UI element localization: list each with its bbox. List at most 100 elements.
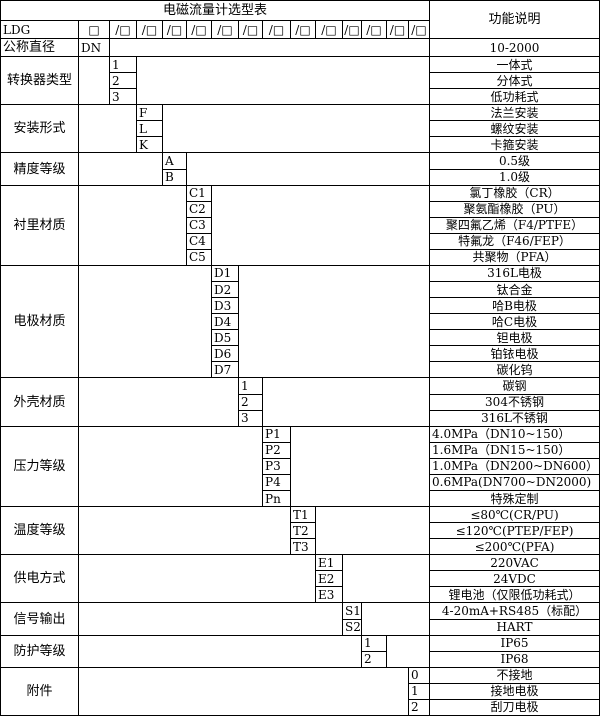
option-description: 4-20mA+RS485（标配） [430, 603, 600, 620]
model-slot-box: /□ [239, 21, 263, 39]
option-code: C5 [187, 249, 212, 266]
blank-area [79, 555, 316, 604]
option-code: A [163, 153, 187, 170]
blank-area [79, 105, 137, 154]
option-description: 一体式 [430, 57, 600, 74]
option-code: Pn [263, 490, 291, 508]
section-label: 电极材质 [0, 265, 79, 379]
option-description: ≤120℃(PTEP/FEP) [430, 523, 600, 540]
option-code: P3 [263, 458, 291, 475]
option-code: P2 [263, 442, 291, 459]
nominal-diameter-description: 10-2000 [430, 39, 600, 57]
nominal-diameter-code: DN [79, 39, 110, 57]
option-code: S2 [343, 619, 362, 636]
option-code: 3 [110, 89, 137, 106]
section-label: 防护等级 [0, 635, 79, 668]
option-code: 3 [239, 410, 263, 427]
option-description: 不接地 [430, 667, 600, 684]
option-code: S1 [343, 603, 362, 620]
option-code: D5 [212, 330, 239, 347]
option-code: B [163, 169, 187, 186]
model-slot-box: /□ [212, 21, 239, 39]
option-code: 2 [110, 73, 137, 90]
function-header: 功能说明 [430, 0, 600, 39]
blank-area [263, 378, 430, 427]
blank-area [316, 507, 430, 556]
option-description: 碳钢 [430, 378, 600, 395]
model-slot-box: /□ [316, 21, 343, 39]
blank-area [187, 153, 430, 186]
option-code: C1 [187, 185, 212, 202]
option-description: 1.6MPa（DN15~150） [430, 442, 600, 459]
option-description: 分体式 [430, 73, 600, 90]
blank-area [79, 185, 187, 266]
option-code: P4 [263, 474, 291, 491]
blank-area [79, 265, 212, 379]
model-slot-box: □ [79, 21, 110, 39]
option-description: IP65 [430, 635, 600, 652]
section-label: 信号输出 [0, 603, 79, 636]
section-label: 附件 [0, 667, 79, 716]
option-code: T1 [291, 507, 316, 524]
section-label: 温度等级 [0, 507, 79, 556]
option-code: D7 [212, 362, 239, 379]
option-description: 锂电池（仅限低功耗式） [430, 587, 600, 604]
option-description: 哈C电极 [430, 314, 600, 331]
blank-area [79, 507, 291, 556]
option-description: 316L电极 [430, 265, 600, 282]
option-code: 1 [110, 57, 137, 74]
option-code: 2 [409, 699, 430, 716]
option-description: 螺纹安装 [430, 121, 600, 138]
blank-area [79, 635, 362, 668]
option-description: 钽电极 [430, 330, 600, 347]
model-slot-box: /□ [187, 21, 212, 39]
blank-area [79, 57, 110, 106]
option-code: P1 [263, 426, 291, 443]
option-description: 法兰安装 [430, 105, 600, 122]
model-slot-box: /□ [110, 21, 137, 39]
blank-area [79, 153, 163, 186]
option-code: 1 [362, 635, 387, 652]
blank-area [79, 426, 263, 508]
nominal-diameter-label: 公称直径 [0, 39, 79, 57]
option-code: 0 [409, 667, 430, 684]
option-code: 1 [409, 683, 430, 700]
model-slot-box: /□ [137, 21, 163, 39]
option-code: 2 [362, 651, 387, 668]
section-label: 供电方式 [0, 555, 79, 604]
option-code: D6 [212, 346, 239, 363]
option-code: T3 [291, 539, 316, 556]
option-code: K [137, 137, 163, 154]
section-label: 衬里材质 [0, 185, 79, 266]
option-description: 特殊定制 [430, 490, 600, 508]
blank-area [137, 57, 430, 106]
option-description: ≤80℃(CR/PU) [430, 507, 600, 524]
section-label: 精度等级 [0, 153, 79, 186]
blank-area [387, 635, 430, 668]
option-code: C4 [187, 233, 212, 250]
option-description: IP68 [430, 651, 600, 668]
section-label: 压力等级 [0, 426, 79, 508]
option-code: C3 [187, 217, 212, 234]
option-description: 0.5级 [430, 153, 600, 170]
option-code: E2 [316, 571, 343, 588]
blank-area [79, 378, 239, 427]
blank-area [362, 603, 430, 636]
option-description: 接地电极 [430, 683, 600, 700]
blank-area [291, 426, 430, 508]
model-slot-box: /□ [343, 21, 362, 39]
option-code: D2 [212, 282, 239, 299]
option-description: 氯丁橡胶（CR） [430, 185, 600, 202]
option-description: 304不锈钢 [430, 394, 600, 411]
option-description: 1.0MPa（DN200~DN600） [430, 458, 600, 475]
option-code: E3 [316, 587, 343, 604]
model-slot-box: /□ [409, 21, 430, 39]
option-description: ≤200℃(PFA) [430, 539, 600, 556]
option-description: 聚四氟乙烯（F4/PTFE） [430, 217, 600, 234]
option-code: T2 [291, 523, 316, 540]
model-slot-box: /□ [362, 21, 387, 39]
option-description: 0.6MPa(DN700~DN2000) [430, 474, 600, 491]
table-title: 电磁流量计选型表 [0, 0, 430, 21]
option-description: 哈B电极 [430, 298, 600, 315]
section-label: 转换器类型 [0, 57, 79, 106]
